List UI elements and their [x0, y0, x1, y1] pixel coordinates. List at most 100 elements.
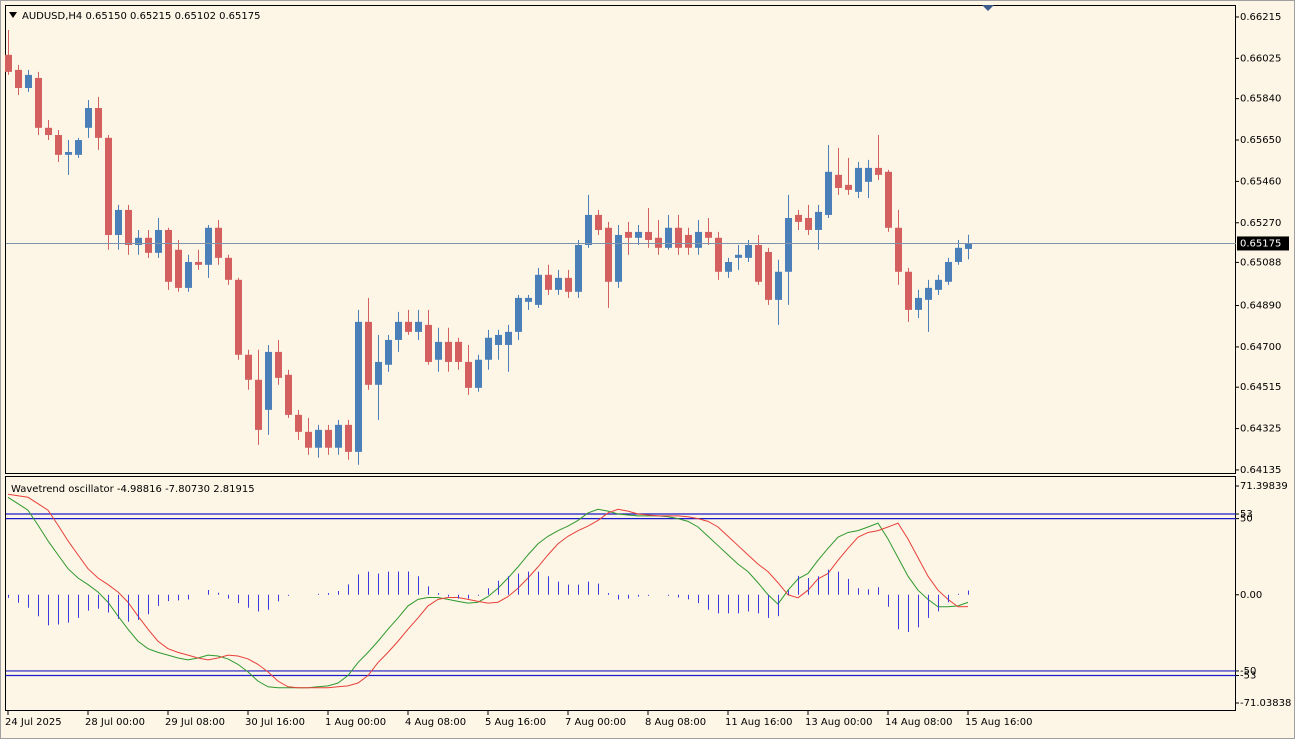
candle-body	[605, 227, 612, 282]
candle-body	[945, 261, 952, 282]
candle-body	[555, 277, 562, 290]
candle-body	[75, 140, 82, 155]
candle-body	[495, 334, 502, 345]
candle-body	[685, 234, 692, 248]
x-tick-label: 29 Jul 08:00	[165, 717, 225, 728]
x-tick-label: 13 Aug 00:00	[805, 717, 872, 728]
candle-body	[485, 337, 492, 360]
candle-body	[565, 277, 572, 292]
y-tick-label: 0.65460	[1240, 176, 1281, 187]
y-tick-label: -53	[1240, 671, 1256, 682]
candle-body	[935, 279, 942, 290]
candle-body	[715, 237, 722, 272]
candle-body	[115, 209, 122, 235]
candle-body	[455, 341, 462, 362]
candle-body	[545, 274, 552, 290]
candle-body	[95, 108, 102, 138]
y-tick-label: 0.00	[1240, 590, 1262, 601]
candle-body	[265, 351, 272, 410]
price-tag-label: 0.65175	[1240, 238, 1281, 249]
candle-body	[445, 341, 452, 362]
wt2-value: -7.80730	[165, 484, 210, 495]
candle-body	[525, 297, 532, 302]
candle-body	[45, 127, 52, 136]
candle-body	[575, 244, 582, 292]
candle-body	[255, 379, 262, 430]
candle-body	[305, 431, 312, 448]
y-tick-label: 0.66215	[1240, 12, 1281, 23]
candle-body	[505, 331, 512, 345]
candle-body	[295, 414, 302, 432]
candle-body	[835, 174, 842, 188]
candles	[5, 30, 972, 465]
x-tick-label: 1 Aug 00:00	[325, 717, 386, 728]
candle-body	[475, 359, 482, 388]
candle-body	[515, 297, 522, 332]
y-tick-label: 0.66025	[1240, 53, 1281, 64]
candle-body	[635, 231, 642, 238]
candle-body	[205, 227, 212, 265]
candle-body	[585, 214, 592, 245]
candle-body	[175, 249, 182, 288]
candle-body	[875, 167, 882, 175]
candle-body	[385, 339, 392, 365]
y-tick-label: 0.65650	[1240, 135, 1281, 146]
candle-body	[885, 171, 892, 228]
candle-body	[155, 229, 162, 253]
x-tick-label: 11 Aug 16:00	[725, 717, 792, 728]
candle-body	[65, 151, 72, 155]
candle-body	[165, 229, 172, 282]
candle-body	[55, 135, 62, 155]
candle-body	[435, 341, 442, 360]
symbol: AUDUSD,H4	[22, 11, 82, 22]
candle-body	[5, 54, 12, 72]
x-tick-label: 24 Jul 2025	[5, 717, 62, 728]
candle-body	[735, 254, 742, 258]
candle-body	[845, 184, 852, 190]
candle-body	[185, 261, 192, 288]
price-tag	[1237, 236, 1289, 251]
candle-body	[615, 234, 622, 282]
candle-body	[865, 167, 872, 182]
last-low: 0.65102	[175, 11, 216, 22]
y-tick-label: 71.39839	[1240, 481, 1288, 492]
candle-body	[745, 244, 752, 258]
candle-body	[105, 137, 112, 235]
candle-body	[325, 429, 332, 448]
candle-body	[145, 237, 152, 253]
x-tick-label: 7 Aug 00:00	[565, 717, 626, 728]
candle-body	[285, 374, 292, 415]
candle-body	[895, 227, 902, 272]
last-high: 0.65215	[130, 11, 171, 22]
y-tick-label: 0.64515	[1240, 382, 1281, 393]
candle-body	[355, 321, 362, 452]
candle-body	[825, 171, 832, 215]
candle-body	[915, 297, 922, 310]
y-tick-label: -50	[1240, 666, 1256, 677]
price-header: AUDUSD,H4 0.65150 0.65215 0.65102 0.6517…	[22, 11, 260, 22]
candle-body	[675, 227, 682, 248]
candle-body	[795, 214, 802, 222]
candle-body	[695, 231, 702, 248]
candle-body	[15, 69, 22, 88]
x-tick-label: 14 Aug 08:00	[885, 717, 952, 728]
candle-body	[785, 217, 792, 272]
y-tick-label: 0.65088	[1240, 257, 1281, 268]
candle-body	[415, 321, 422, 332]
last-close: 0.65175	[219, 11, 260, 22]
wt1-value: -4.98816	[117, 484, 162, 495]
candle-body	[25, 74, 32, 88]
x-tick-label: 28 Jul 00:00	[85, 717, 145, 728]
menu-arrow[interactable]	[9, 12, 17, 18]
y-tick-label: 0.65840	[1240, 94, 1281, 105]
candle-body	[665, 227, 672, 248]
candle-body	[775, 271, 782, 300]
candle-body	[135, 237, 142, 245]
y-tick-label: 0.64325	[1240, 424, 1281, 435]
candle-body	[465, 361, 472, 388]
candle-body	[705, 231, 712, 238]
candle-body	[805, 217, 812, 230]
